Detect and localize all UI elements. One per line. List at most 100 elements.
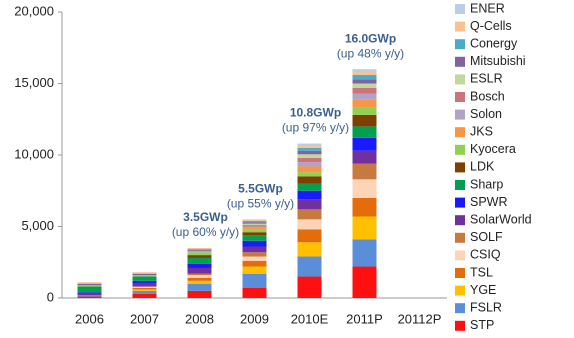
legend-label: FSLR [470, 300, 502, 314]
bar-segment [352, 99, 377, 108]
bar-segment [297, 154, 322, 158]
bar-segment [187, 275, 212, 278]
bar-segment [132, 289, 157, 291]
bar-segment [352, 83, 377, 88]
bar-segment [187, 252, 212, 256]
bar-segment [187, 247, 212, 250]
bar-segment [132, 275, 157, 277]
bar-segment [352, 93, 377, 100]
legend-swatch [455, 232, 465, 243]
legend-swatch [455, 180, 465, 190]
bar-segment [242, 287, 267, 298]
legend-swatch [455, 144, 465, 155]
y-tick-label: 10,000 [14, 146, 54, 161]
bar-segment [297, 229, 322, 243]
bar-segment [187, 277, 212, 281]
bar-segment [187, 267, 212, 274]
y-tick-label: 0 [47, 289, 54, 304]
bar-segment [242, 226, 267, 228]
bar-segment [352, 137, 377, 151]
bar-segment [297, 143, 322, 145]
bar-segment [352, 107, 377, 115]
bar-segment [132, 290, 157, 294]
bar-segment [242, 266, 267, 274]
bar-segment [132, 287, 157, 290]
legend-swatch [455, 268, 465, 278]
bar-segment [242, 219, 267, 221]
bar-segment [297, 242, 322, 257]
legend-swatch [455, 74, 465, 85]
x-tick-label: 2008 [185, 311, 214, 326]
bar-segment [352, 239, 377, 267]
legend-swatch [455, 250, 465, 261]
legend-label: Kyocera [470, 142, 516, 156]
legend-label: Solon [470, 107, 502, 121]
x-tick-label: 2010E [291, 311, 329, 326]
bar-segment [352, 69, 377, 73]
x-tick-label: 2007 [130, 311, 159, 326]
legend-swatch [455, 92, 465, 102]
legend-swatch [455, 109, 465, 120]
bar-segment [297, 172, 322, 177]
bar-segment [132, 273, 157, 276]
bar-segment [242, 227, 267, 230]
bar-segment [352, 74, 377, 80]
legend-label: TSL [470, 265, 493, 279]
bar-segment [352, 216, 377, 240]
bar-segment [352, 114, 377, 127]
bar-segment [187, 273, 212, 276]
legend-swatch [455, 197, 465, 208]
bar-segment [242, 222, 267, 224]
bar-segment [187, 249, 212, 251]
bar-segment [132, 272, 157, 274]
bar-segment [242, 246, 267, 253]
bar-segment [77, 292, 102, 294]
bar-segment [242, 240, 267, 247]
bar-segment [132, 286, 157, 288]
legend-swatch [455, 21, 465, 32]
legend-swatch [455, 39, 465, 50]
bar-segment [132, 293, 157, 298]
bar-segment [242, 220, 267, 223]
bar-segment [77, 295, 102, 297]
legend-label: SolarWorld [470, 212, 532, 226]
bar-segment [297, 157, 322, 163]
annotation-note: (up 48% y/y) [337, 46, 404, 60]
legend-label: SOLF [470, 230, 503, 244]
legend-label: SPWR [470, 195, 508, 209]
bar-segment [242, 229, 267, 233]
legend-swatch [455, 56, 465, 67]
bar-segment [242, 260, 267, 267]
legend-swatch [455, 4, 465, 14]
bar-segment [297, 199, 322, 210]
legend-label: Mitsubishi [470, 54, 526, 68]
bar-segment [77, 282, 102, 284]
bar-segment [77, 296, 102, 298]
y-tick-label: 15,000 [14, 75, 54, 90]
bar-segment [352, 197, 377, 217]
legend-label: Q-Cells [470, 19, 512, 33]
annotation-note: (up 97% y/y) [282, 121, 349, 135]
legend-label: JKS [470, 124, 493, 138]
bar-segment [77, 293, 102, 296]
bar-segment [352, 87, 377, 94]
legend-label: Sharp [470, 177, 503, 191]
bar-segment [187, 255, 212, 258]
legend-swatch [455, 285, 465, 296]
x-tick-label: 2011P [346, 311, 383, 326]
bar-segment [297, 147, 322, 151]
bar-segment [297, 209, 322, 220]
bar-segment [352, 150, 377, 164]
bar-segment [297, 162, 322, 167]
legend-label: STP [470, 318, 494, 332]
bar-segment [132, 283, 157, 287]
legend-label: LDK [470, 160, 495, 174]
bar-segment [297, 183, 322, 191]
legend-label: YGE [470, 283, 496, 297]
annotation-title: 5.5GWp [238, 182, 283, 196]
bar-segment [242, 223, 267, 226]
legend-label: Bosch [470, 89, 505, 103]
annotation-title: 16.0GWp [345, 31, 396, 45]
legend-label: ENER [470, 1, 505, 15]
y-tick-label: 5,000 [21, 218, 54, 233]
